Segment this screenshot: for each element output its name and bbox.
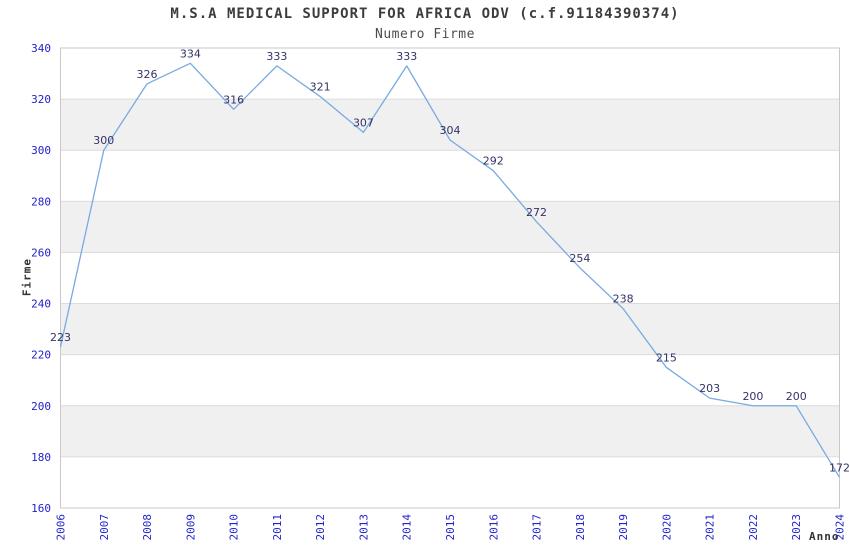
data-point-label: 203 bbox=[699, 382, 720, 395]
y-tick-labels: 160 180 200 220 240 260 280 300 320 340 bbox=[31, 42, 51, 515]
shaded-band bbox=[60, 99, 840, 151]
y-tick-label: 320 bbox=[31, 93, 51, 106]
data-point-label: 333 bbox=[266, 50, 287, 63]
y-tick-label: 300 bbox=[31, 144, 51, 157]
data-line bbox=[59, 62, 841, 478]
chart-title: M.S.A MEDICAL SUPPORT FOR AFRICA ODV (c.… bbox=[170, 6, 680, 22]
x-tick-label: 2022 bbox=[747, 514, 760, 541]
x-tick-label: 2017 bbox=[531, 514, 544, 541]
gridline-group bbox=[60, 98, 840, 458]
chart-subtitle: Numero Firme bbox=[375, 27, 475, 42]
x-tick-label: 2016 bbox=[487, 514, 500, 541]
data-point-label: 200 bbox=[742, 390, 763, 403]
x-tick-label: 2015 bbox=[444, 514, 457, 541]
shaded-band bbox=[60, 405, 840, 457]
x-axis-title: Anno bbox=[809, 530, 840, 543]
y-tick-label: 340 bbox=[31, 42, 51, 55]
data-point-label: 334 bbox=[180, 47, 201, 60]
plot-border bbox=[60, 47, 840, 509]
y-tick-label: 160 bbox=[31, 502, 51, 515]
y-tick-label: 200 bbox=[31, 400, 51, 413]
x-tick-label: 2012 bbox=[314, 514, 327, 541]
data-point-label: 254 bbox=[569, 252, 590, 265]
data-point-label: 292 bbox=[483, 155, 504, 168]
data-point-label: 215 bbox=[656, 351, 677, 364]
x-tick-label: 2011 bbox=[271, 514, 284, 541]
y-tick-label: 260 bbox=[31, 246, 51, 259]
shaded-band bbox=[60, 201, 840, 253]
data-point-label: 223 bbox=[50, 331, 71, 344]
x-tick-label: 2019 bbox=[617, 514, 630, 541]
data-point-label: 321 bbox=[310, 81, 331, 94]
x-tick-label: 2020 bbox=[660, 514, 673, 541]
data-labels: 223 300 326 334 316 333 321 307 333 304 292 272 254 2… bbox=[50, 47, 850, 474]
band-group bbox=[60, 99, 840, 457]
x-tick-label: 2007 bbox=[98, 514, 111, 541]
data-point-label: 272 bbox=[526, 206, 547, 219]
x-tick-label: 2010 bbox=[228, 514, 241, 541]
y-tick-label: 220 bbox=[31, 349, 51, 362]
x-tick-label: 2008 bbox=[141, 514, 154, 541]
shaded-band bbox=[60, 303, 840, 355]
data-point-label: 304 bbox=[440, 124, 461, 137]
x-tick-label: 2009 bbox=[184, 514, 197, 541]
y-tick-label: 180 bbox=[31, 451, 51, 464]
data-point-label: 300 bbox=[93, 134, 114, 147]
x-tick-label: 2006 bbox=[55, 514, 68, 541]
x-tick-label: 2018 bbox=[574, 514, 587, 541]
y-tick-label: 240 bbox=[31, 298, 51, 311]
x-tick-label: 2014 bbox=[401, 514, 414, 541]
x-tick-label: 2013 bbox=[357, 514, 370, 541]
data-point-label: 307 bbox=[353, 116, 374, 129]
data-point-label: 172 bbox=[829, 461, 850, 474]
data-point-label: 326 bbox=[137, 68, 158, 81]
data-point-label: 316 bbox=[223, 93, 244, 106]
data-point-label: 200 bbox=[786, 390, 807, 403]
x-tick-label: 2024 bbox=[834, 514, 847, 541]
x-tick-label: 2023 bbox=[790, 514, 803, 541]
y-tick-label: 280 bbox=[31, 195, 51, 208]
x-tick-labels: 2006 2007 2008 2009 2010 2011 2012 2013 2014 2015… bbox=[55, 514, 847, 541]
x-tick-label: 2021 bbox=[704, 514, 717, 541]
data-point-label: 238 bbox=[613, 293, 634, 306]
data-point-label: 333 bbox=[396, 50, 417, 63]
